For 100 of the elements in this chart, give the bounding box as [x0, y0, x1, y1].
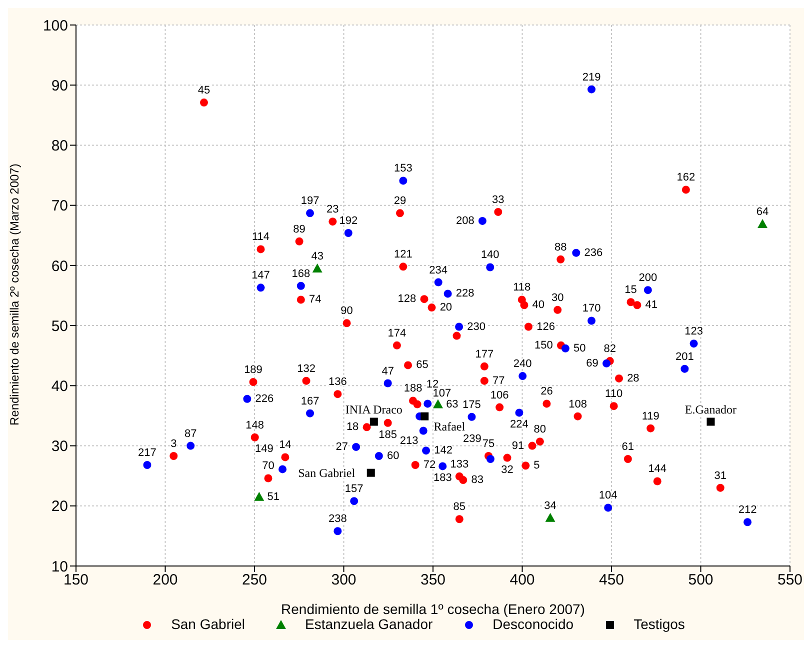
point [433, 399, 443, 408]
annotation: 77 [492, 374, 505, 387]
point [690, 340, 698, 348]
annotation: 61 [622, 441, 634, 453]
point [610, 402, 618, 410]
annotation: 212 [738, 504, 757, 516]
point [604, 504, 612, 512]
point [420, 295, 428, 304]
annotation: 72 [423, 459, 436, 472]
point [496, 403, 504, 412]
y-tick-label: 90 [51, 77, 68, 94]
annotation: 175 [462, 398, 481, 411]
annotation: 87 [184, 428, 197, 440]
point [170, 452, 178, 460]
point [350, 497, 358, 506]
x-tick-label: 550 [777, 572, 803, 589]
annotation: 121 [394, 248, 412, 261]
point [295, 237, 304, 246]
annotation: 228 [456, 288, 474, 300]
point [644, 286, 652, 294]
point [524, 322, 532, 331]
point [362, 423, 371, 432]
annotation: 140 [480, 249, 500, 262]
point [374, 452, 383, 460]
annotation: 91 [512, 440, 524, 452]
x-tick-label: 300 [331, 572, 356, 589]
point [422, 446, 430, 455]
annotation: 119 [642, 410, 660, 422]
point [459, 476, 468, 484]
point [520, 301, 528, 310]
annotation: 201 [676, 350, 694, 363]
point [574, 412, 582, 420]
x-tick-label: 350 [420, 572, 446, 589]
point [588, 85, 596, 94]
point [250, 433, 259, 442]
annotation: 230 [467, 320, 486, 333]
point [528, 442, 536, 450]
point [545, 512, 556, 522]
point [419, 426, 428, 435]
annotation: 234 [429, 264, 448, 276]
annotation: 106 [490, 389, 509, 402]
point [143, 461, 152, 470]
annotation: 197 [300, 195, 320, 208]
point [254, 492, 264, 501]
point [264, 474, 272, 482]
point [680, 364, 689, 373]
y-tick-label: 70 [51, 198, 68, 215]
point [344, 228, 352, 237]
y-tick-label: 60 [51, 258, 68, 275]
point [424, 400, 432, 408]
point [384, 379, 392, 388]
annotation: 34 [544, 500, 556, 512]
point [480, 376, 488, 385]
annotation: 80 [534, 424, 546, 436]
x-tick-label: 450 [598, 572, 624, 589]
point [296, 282, 305, 290]
annotation: 27 [336, 440, 348, 453]
point [352, 442, 360, 451]
annotation: 70 [262, 460, 274, 472]
point [588, 316, 596, 325]
annotation: 51 [267, 490, 280, 503]
annotation: 144 [648, 463, 667, 476]
annotation: 60 [386, 450, 400, 462]
annotation: 29 [394, 195, 406, 208]
point [384, 418, 392, 427]
point [556, 255, 565, 264]
annotation: 224 [510, 418, 528, 431]
annotation: 208 [456, 214, 474, 227]
point [420, 412, 429, 420]
annotation: 33 [492, 194, 504, 206]
annotation: 14 [279, 439, 292, 452]
annotation: 192 [339, 214, 358, 227]
annotation: 63 [446, 398, 458, 410]
legend-label: Testigos [634, 616, 685, 632]
annotation: 185 [378, 428, 398, 441]
x-tick-label: 250 [242, 572, 268, 589]
point [455, 515, 464, 524]
point [572, 248, 580, 257]
point [200, 98, 208, 107]
point [646, 424, 655, 432]
annotation: 32 [501, 464, 514, 476]
point [438, 462, 447, 470]
point [624, 455, 632, 463]
y-tick-label: 30 [51, 438, 68, 456]
annotation: 162 [676, 172, 696, 184]
annotation: 28 [627, 372, 640, 384]
annotation: 83 [471, 474, 484, 486]
annotation: 45 [198, 84, 210, 97]
annotation: 170 [582, 302, 601, 315]
y-tick-label: 50 [51, 318, 68, 335]
annotation: 5 [534, 460, 540, 472]
point [706, 418, 715, 426]
annotation: Rafael [434, 419, 466, 434]
annotation: 89 [293, 223, 306, 236]
annotation: 30 [551, 292, 564, 304]
annotation: 41 [645, 299, 658, 312]
x-axis-title: Rendimiento de semilla 1º cosecha (Enero 2007) [281, 601, 585, 617]
point [392, 341, 401, 350]
point [306, 209, 314, 218]
point [278, 465, 287, 474]
